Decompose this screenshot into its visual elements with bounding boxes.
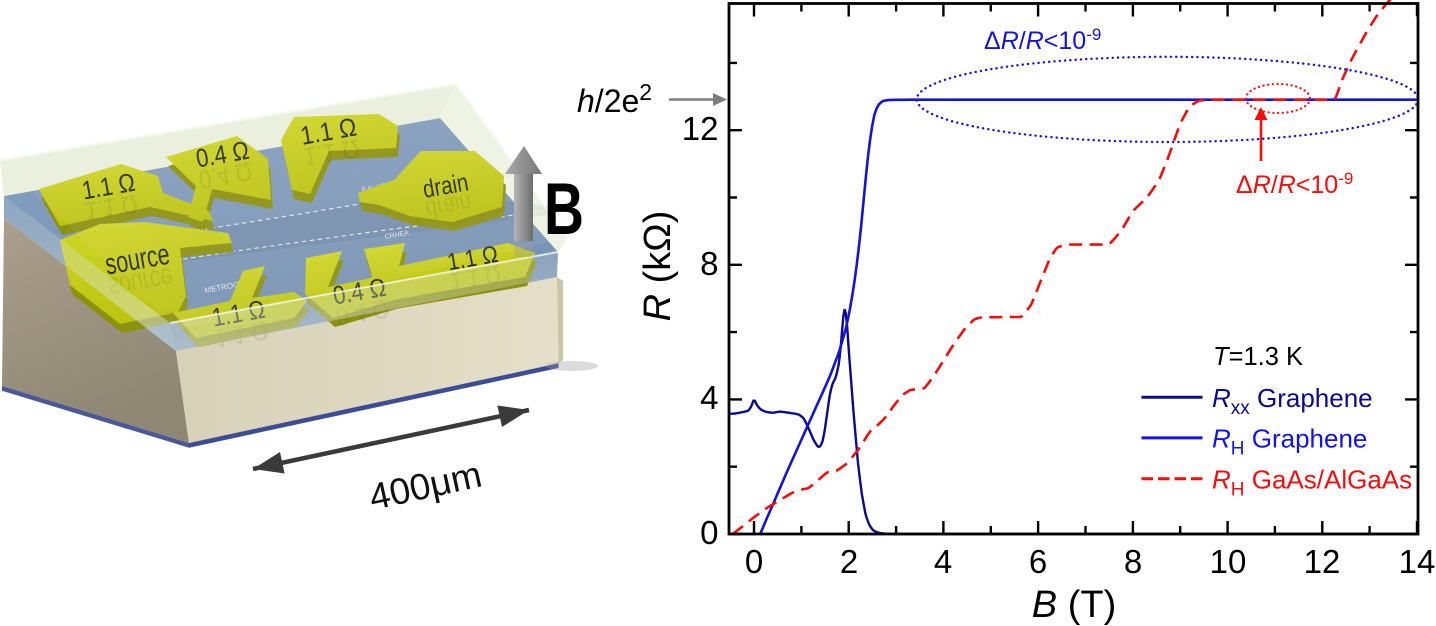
svg-text:RH GaAs/AlGaAs: RH GaAs/AlGaAs xyxy=(1212,464,1412,500)
svg-text:R (kΩ): R (kΩ) xyxy=(637,211,679,322)
svg-text:400μm: 400μm xyxy=(365,454,485,518)
svg-text:12: 12 xyxy=(1304,543,1341,580)
svg-text:4: 4 xyxy=(700,379,718,416)
svg-text:14: 14 xyxy=(1399,543,1436,580)
svg-text:0: 0 xyxy=(745,543,763,580)
svg-text:RH Graphene: RH Graphene xyxy=(1212,424,1367,460)
svg-text:2: 2 xyxy=(840,543,858,580)
svg-text:10: 10 xyxy=(1210,543,1247,580)
svg-text:ΔR/R<10-9: ΔR/R<10-9 xyxy=(1236,169,1353,199)
svg-text:6: 6 xyxy=(1029,543,1047,580)
svg-text:8: 8 xyxy=(700,245,718,282)
svg-text:12: 12 xyxy=(682,110,719,147)
svg-text:0: 0 xyxy=(700,514,718,551)
svg-text:h/2e2: h/2e2 xyxy=(577,79,652,119)
svg-text:CRHEA: CRHEA xyxy=(384,230,410,241)
svg-text:8: 8 xyxy=(1124,543,1142,580)
svg-text:ΔR/R<10-9: ΔR/R<10-9 xyxy=(984,25,1101,55)
svg-text:B: B xyxy=(544,169,584,250)
svg-text:Rxx Graphene: Rxx Graphene xyxy=(1212,383,1373,419)
svg-text:4: 4 xyxy=(934,543,952,580)
svg-text:B (T): B (T) xyxy=(1032,584,1116,626)
svg-text:T=1.3 K: T=1.3 K xyxy=(1213,343,1303,371)
